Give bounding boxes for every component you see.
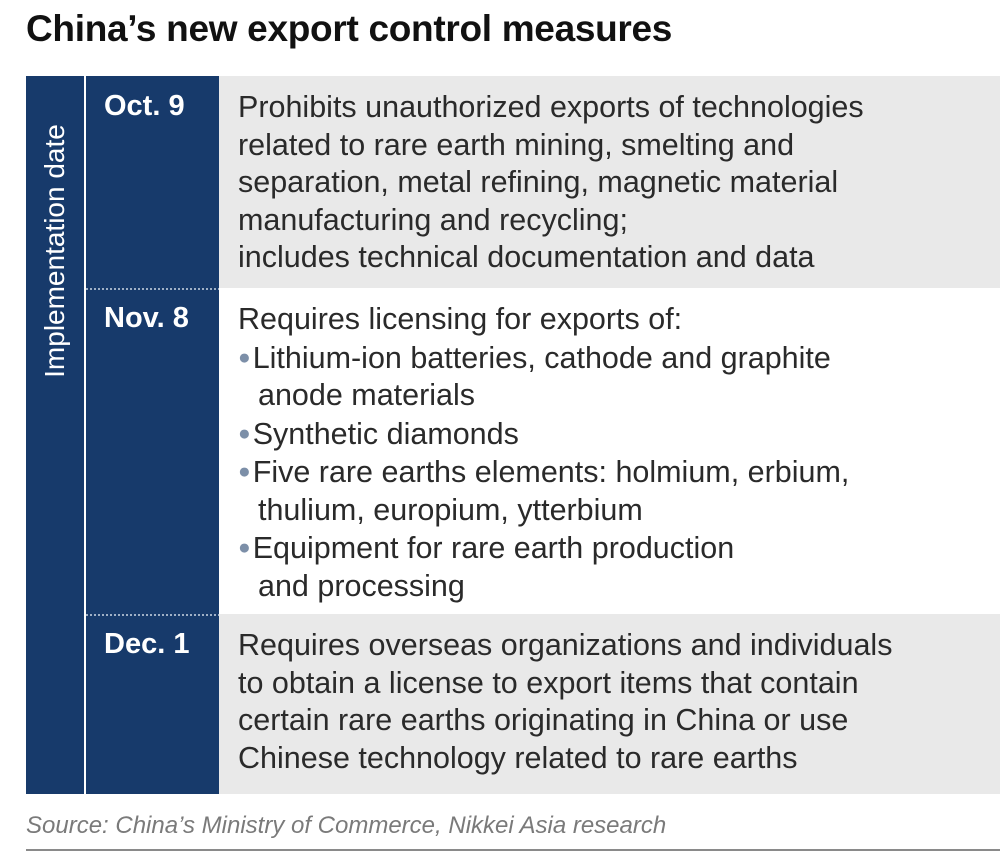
table-row: Nov. 8 Requires licensing for exports of… xyxy=(26,288,1000,614)
description-intro: Requires licensing for exports of: xyxy=(238,302,683,336)
description-line: related to rare earth mining, smelting a… xyxy=(238,127,795,162)
bullet-continuation: thulium, europium, ytterbium xyxy=(258,492,643,527)
implementation-date: Nov. 8 xyxy=(104,302,189,334)
bullet-continuation: anode materials xyxy=(258,378,476,412)
bottom-divider xyxy=(26,849,1000,851)
bullet-item: ●Synthetic diamonds xyxy=(238,415,986,454)
description-line: to obtain a license to export items that… xyxy=(238,665,859,700)
source-note: Source: China’s Ministry of Commerce, Ni… xyxy=(26,812,667,839)
description-line: includes technical documentation and dat… xyxy=(238,240,815,274)
measure-description: Requires licensing for exports of: ●Lith… xyxy=(219,288,1000,614)
bullet-dot-icon: ● xyxy=(238,460,251,483)
description-line: certain rare earths originating in China… xyxy=(238,703,849,737)
date-column xyxy=(86,76,219,794)
side-header: Implementation date xyxy=(26,76,84,794)
bullet-text: Equipment for rare earth production xyxy=(252,531,735,565)
measures-table: Implementation date Oct. 9 Prohibits una… xyxy=(26,76,1000,794)
bullet-dot-icon: ● xyxy=(238,345,251,369)
bullet-text: Synthetic diamonds xyxy=(252,416,519,451)
table-row: Oct. 9 Prohibits unauthorized exports of… xyxy=(26,76,1000,288)
measure-description: Prohibits unauthorized exports of techno… xyxy=(219,76,1000,288)
bullet-item: ●Lithium-ion batteries, cathode and grap… xyxy=(238,339,986,378)
implementation-date: Oct. 9 xyxy=(104,90,185,122)
bullet-dot-icon: ● xyxy=(238,421,251,445)
description-line: Chinese technology related to rare earth… xyxy=(238,740,798,775)
implementation-date: Dec. 1 xyxy=(104,628,190,660)
bullet-dot-icon: ● xyxy=(238,536,251,559)
bullet-item: ●Equipment for rare earth production xyxy=(238,529,986,568)
measure-description: Requires overseas organizations and indi… xyxy=(219,614,1000,794)
bullet-text: Five rare earths elements: holmium, erbi… xyxy=(252,455,850,489)
bullet-text: Lithium-ion batteries, cathode and graph… xyxy=(252,340,831,375)
description-line: manufacturing and recycling; xyxy=(238,202,628,237)
table-row: Dec. 1 Requires overseas organizations a… xyxy=(26,614,1000,794)
description-line: separation, metal refining, magnetic mat… xyxy=(238,165,839,199)
page-title: China’s new export control measures xyxy=(26,8,673,49)
bullet-item: ●Five rare earths elements: holmium, erb… xyxy=(238,453,986,492)
description-line: Prohibits unauthorized exports of techno… xyxy=(238,90,864,124)
description-line: Requires overseas organizations and indi… xyxy=(238,628,893,662)
bullet-continuation: and processing xyxy=(258,568,465,603)
